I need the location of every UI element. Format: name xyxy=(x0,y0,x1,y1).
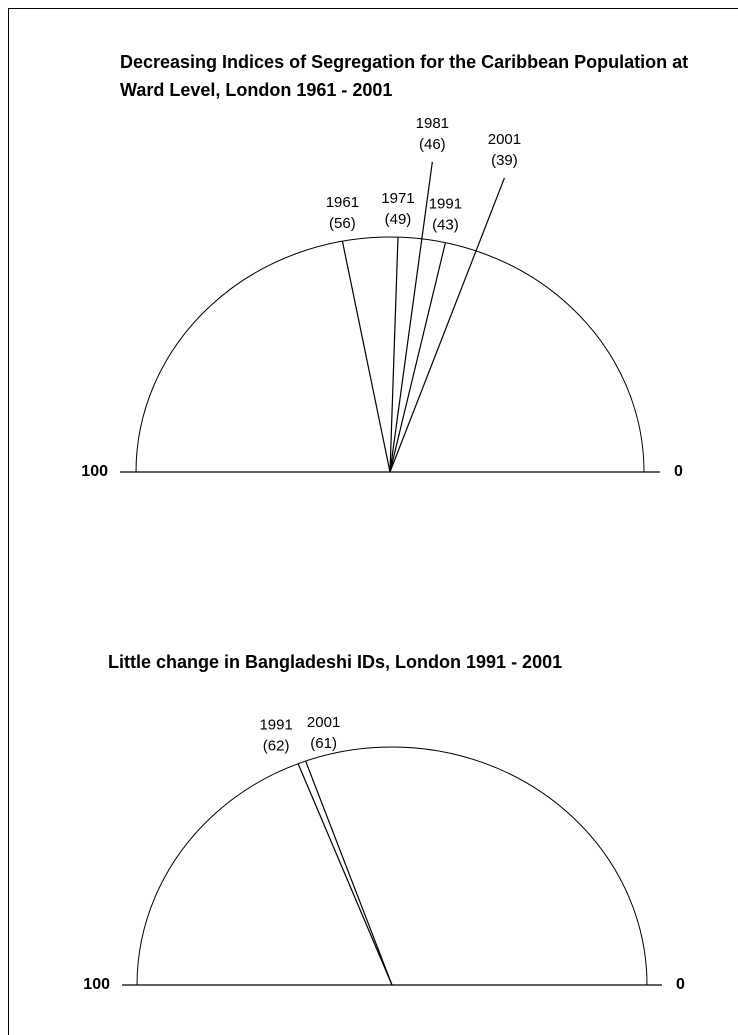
chart-title: Little change in Bangladeshi IDs, London… xyxy=(108,652,563,672)
gauge-arc xyxy=(136,746,648,986)
value-label: (56) xyxy=(329,215,356,232)
category-label: 2001 xyxy=(488,131,521,148)
value-label: (43) xyxy=(432,217,459,234)
value-label: (62) xyxy=(263,738,290,755)
gauge-arc xyxy=(135,236,645,473)
needle xyxy=(297,763,393,986)
value-label: (61) xyxy=(310,735,337,752)
tick-label: 100 xyxy=(83,976,110,993)
category-label: 1961 xyxy=(326,194,359,211)
needle xyxy=(341,241,391,473)
needle xyxy=(389,177,505,473)
needle xyxy=(389,242,446,473)
value-label: (39) xyxy=(491,152,518,169)
category-label: 1991 xyxy=(259,717,292,734)
needle xyxy=(389,161,433,473)
chart-title: Decreasing Indices of Segregation for th… xyxy=(120,52,689,100)
needle xyxy=(305,760,393,986)
category-label: 1981 xyxy=(416,115,449,132)
tick-label: 100 xyxy=(81,463,108,480)
category-label: 1971 xyxy=(381,190,414,207)
category-label: 2001 xyxy=(307,714,340,731)
value-label: (49) xyxy=(385,211,412,228)
needle xyxy=(389,237,399,473)
tick-label: 0 xyxy=(674,463,683,480)
tick-label: 0 xyxy=(676,976,685,993)
category-label: 1991 xyxy=(429,196,462,213)
value-label: (46) xyxy=(419,136,446,153)
frame xyxy=(8,8,738,1035)
